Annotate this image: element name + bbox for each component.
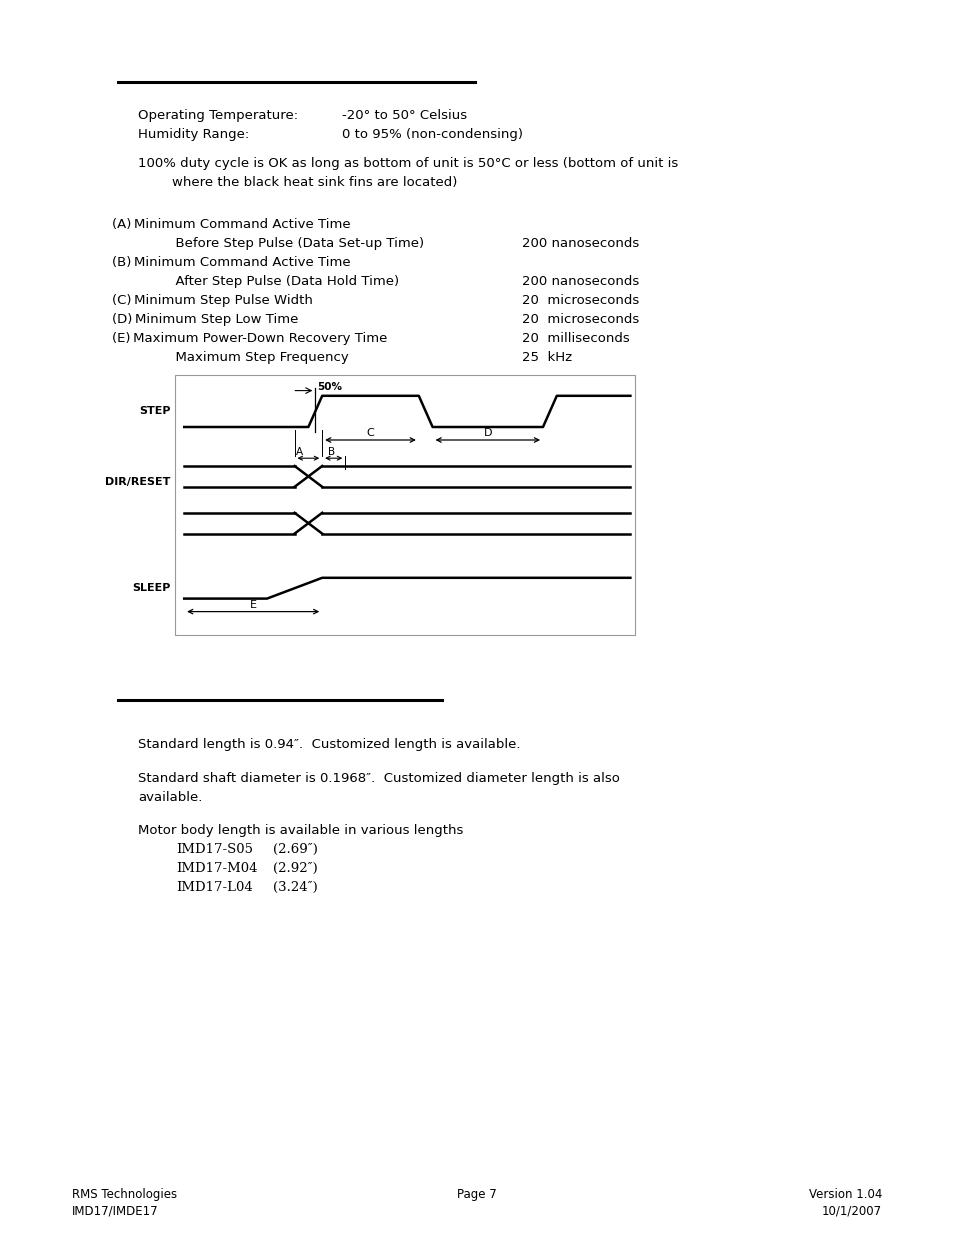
Text: STEP: STEP [139,406,171,416]
Text: Standard shaft diameter is 0.1968″.  Customized diameter length is also: Standard shaft diameter is 0.1968″. Cust… [138,772,619,785]
Text: Before Step Pulse (Data Set-up Time): Before Step Pulse (Data Set-up Time) [150,237,424,249]
Text: (A) Minimum Command Active Time: (A) Minimum Command Active Time [112,219,351,231]
Text: available.: available. [138,790,202,804]
Text: (B) Minimum Command Active Time: (B) Minimum Command Active Time [112,256,351,269]
Text: DIR/RESET: DIR/RESET [105,477,171,487]
Text: -20° to 50° Celsius: -20° to 50° Celsius [341,109,467,122]
Text: B: B [328,447,335,457]
Text: where the black heat sink fins are located): where the black heat sink fins are locat… [172,177,456,189]
Text: 200 nanoseconds: 200 nanoseconds [521,275,639,288]
Text: 10/1/2007: 10/1/2007 [821,1205,882,1218]
Text: 200 nanoseconds: 200 nanoseconds [521,237,639,249]
Text: (D) Minimum Step Low Time: (D) Minimum Step Low Time [112,312,298,326]
Text: Maximum Step Frequency: Maximum Step Frequency [150,351,349,364]
Text: 50%: 50% [317,382,342,391]
Text: IMD17-M04: IMD17-M04 [175,862,257,876]
Text: Operating Temperature:: Operating Temperature: [138,109,297,122]
Text: SLEEP: SLEEP [132,583,171,593]
Text: Version 1.04: Version 1.04 [808,1188,882,1200]
Text: A: A [295,447,302,457]
Text: Humidity Range:: Humidity Range: [138,128,249,141]
Text: 25  kHz: 25 kHz [521,351,572,364]
Text: E: E [250,599,256,610]
Text: 20  microseconds: 20 microseconds [521,312,639,326]
Text: RMS Technologies: RMS Technologies [71,1188,177,1200]
Text: Page 7: Page 7 [456,1188,497,1200]
Text: Standard length is 0.94″.  Customized length is available.: Standard length is 0.94″. Customized len… [138,739,520,751]
Text: (2.92″): (2.92″) [273,862,317,876]
Text: C: C [366,427,374,438]
Text: 20  microseconds: 20 microseconds [521,294,639,308]
Text: (3.24″): (3.24″) [273,881,317,894]
Text: After Step Pulse (Data Hold Time): After Step Pulse (Data Hold Time) [150,275,398,288]
Bar [174,375,635,635]
Text: (C) Minimum Step Pulse Width: (C) Minimum Step Pulse Width [112,294,313,308]
Text: IMD17-L04: IMD17-L04 [175,881,253,894]
Text: IMD17/IMDE17: IMD17/IMDE17 [71,1205,158,1218]
Text: D: D [483,427,492,438]
Text: 100% duty cycle is OK as long as bottom of unit is 50°C or less (bottom of unit : 100% duty cycle is OK as long as bottom … [138,157,678,170]
Text: IMD17-S05: IMD17-S05 [175,844,253,856]
Text: Motor body length is available in various lengths: Motor body length is available in variou… [138,824,463,837]
Text: (E) Maximum Power-Down Recovery Time: (E) Maximum Power-Down Recovery Time [112,332,387,345]
Text: 20  milliseconds: 20 milliseconds [521,332,629,345]
Text: (2.69″): (2.69″) [273,844,317,856]
Text: 0 to 95% (non-condensing): 0 to 95% (non-condensing) [341,128,522,141]
